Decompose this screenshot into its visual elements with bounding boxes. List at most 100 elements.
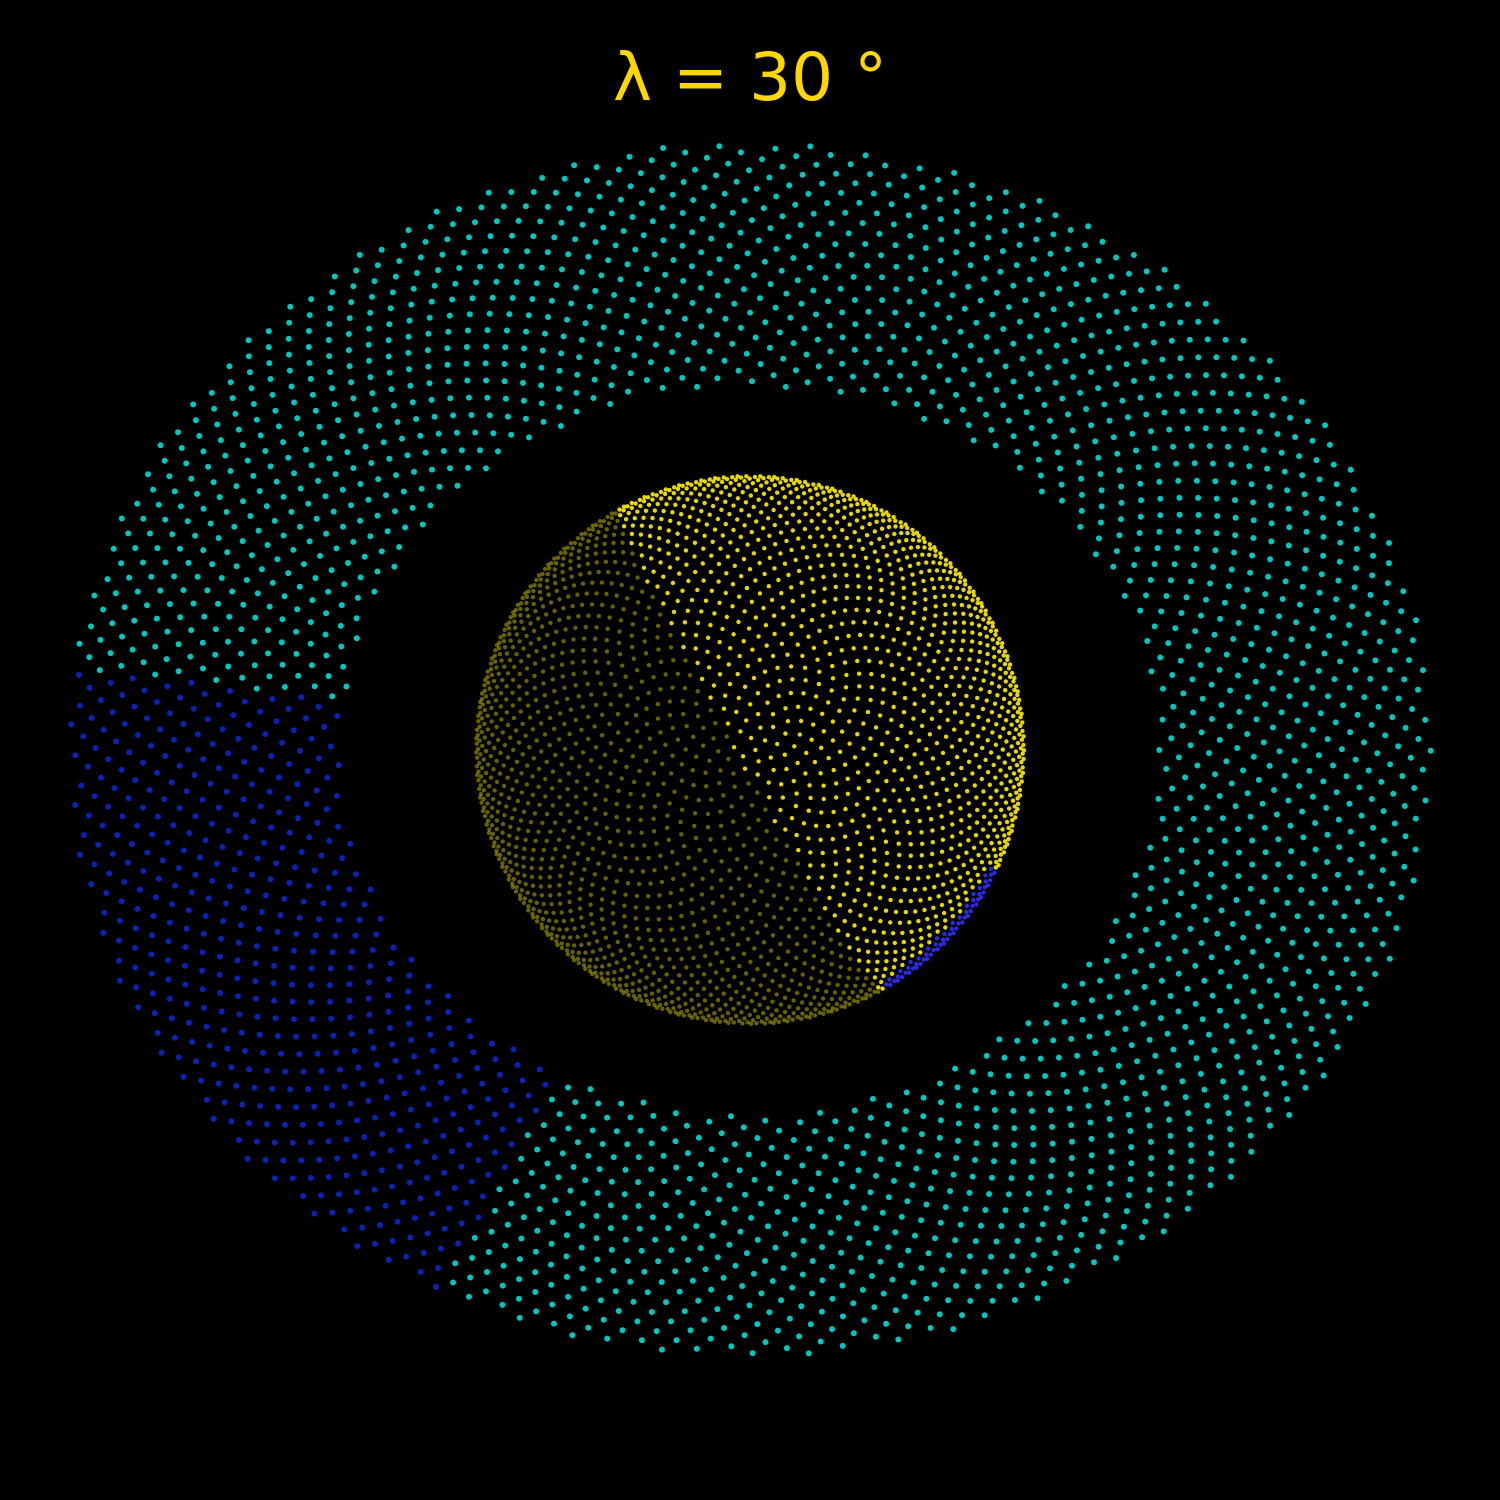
- planet-dot: [939, 640, 944, 645]
- planet-dot: [958, 830, 964, 835]
- ring-dot: [555, 1174, 562, 1181]
- ring-dot: [600, 324, 607, 331]
- ring-dot: [683, 1122, 690, 1129]
- ring-dot: [911, 360, 918, 367]
- ring-dot: [404, 452, 411, 459]
- planet-dot: [682, 685, 688, 691]
- ring-dot: [347, 1014, 354, 1021]
- planet-dot: [583, 670, 588, 675]
- ring-dot: [399, 435, 405, 442]
- planet-dot: [587, 964, 592, 969]
- ring-dot: [1265, 573, 1272, 580]
- planet-dot: [746, 826, 752, 831]
- planet-dot: [657, 525, 662, 531]
- ring-dot: [827, 152, 834, 158]
- planet-dot: [940, 585, 945, 590]
- ring-dot: [1353, 565, 1360, 572]
- planet-dot: [521, 646, 526, 651]
- ring-dot: [132, 964, 139, 971]
- ring-dot: [434, 1190, 441, 1197]
- planet-dot: [884, 533, 890, 539]
- planet-dot: [512, 807, 517, 812]
- ring-dot: [190, 705, 197, 712]
- planet-dot: [745, 663, 750, 669]
- planet-dot: [965, 870, 970, 876]
- ring-dot: [981, 275, 988, 282]
- ring-dot: [305, 882, 312, 889]
- ring-dot: [455, 1240, 461, 1247]
- planet-dot: [513, 844, 519, 850]
- planet-dot: [695, 587, 700, 593]
- planet-dot: [700, 906, 705, 911]
- ring-dot: [578, 269, 585, 275]
- planet-dot: [803, 678, 808, 683]
- planet-dot: [689, 491, 694, 496]
- ring-dot: [754, 1236, 761, 1243]
- ring-dot: [371, 278, 378, 285]
- ring-dot: [207, 780, 214, 787]
- ring-dot: [1368, 796, 1375, 802]
- planet-dot: [521, 900, 527, 906]
- ring-dot: [1204, 1102, 1211, 1109]
- planet-dot: [519, 659, 524, 664]
- planet-dot: [586, 941, 592, 946]
- ring-dot: [180, 720, 187, 727]
- ring-dot: [716, 256, 723, 263]
- planet-dot: [629, 531, 635, 537]
- ring-dot: [1095, 257, 1102, 264]
- planet-dot: [731, 527, 736, 533]
- planet-dot: [832, 990, 838, 995]
- planet-dot: [588, 912, 594, 917]
- planet-dot: [780, 605, 786, 610]
- planet-dot: [737, 594, 742, 599]
- planet-dot: [621, 508, 626, 513]
- ring-dot: [104, 576, 111, 583]
- ring-dot: [463, 360, 470, 367]
- ring-dot: [361, 1170, 368, 1177]
- planet-dot: [928, 952, 933, 957]
- planet-dot: [847, 719, 852, 724]
- planet-dot: [777, 678, 782, 684]
- planet-dot: [520, 752, 525, 757]
- planet-dot: [627, 830, 632, 835]
- ring-dot: [525, 1092, 532, 1099]
- planet-dot: [781, 622, 786, 627]
- ring-dot: [203, 1023, 210, 1030]
- ring-dot: [147, 530, 153, 537]
- ring-dot: [385, 1256, 392, 1263]
- planet-dot: [829, 688, 834, 693]
- planet-dot: [676, 496, 681, 501]
- planet-dot: [750, 1018, 756, 1023]
- planet-dot: [475, 755, 480, 760]
- planet-dot: [916, 738, 922, 743]
- ring-dot: [314, 1050, 321, 1057]
- ring-dot: [175, 641, 182, 648]
- ring-dot: [113, 738, 120, 745]
- planet-dot: [881, 930, 886, 935]
- planet-dot: [918, 950, 923, 955]
- ring-dot: [1238, 1069, 1245, 1076]
- ring-dot: [1202, 425, 1209, 432]
- planet-dot: [987, 782, 992, 787]
- planet-dot: [570, 603, 575, 609]
- planet-dot: [556, 837, 562, 842]
- ring-dot: [1170, 703, 1177, 710]
- planet-dot: [789, 816, 795, 821]
- ring-dot: [1301, 491, 1308, 498]
- ring-dot: [850, 1300, 857, 1307]
- ring-dot: [1107, 1132, 1114, 1139]
- planet-dot: [767, 795, 772, 800]
- ring-dot: [1318, 571, 1325, 578]
- planet-dot: [623, 674, 628, 679]
- ring-dot: [673, 1164, 680, 1171]
- ring-dot: [801, 325, 808, 332]
- planet-dot: [685, 497, 690, 502]
- ring-dot: [1157, 654, 1164, 661]
- planet-dot: [586, 613, 591, 618]
- ring-dot: [526, 434, 532, 441]
- ring-dot: [199, 949, 206, 956]
- ring-dot: [496, 1071, 503, 1078]
- ring-dot: [420, 1249, 427, 1256]
- ring-dot: [812, 1128, 818, 1135]
- ring-dot: [1193, 477, 1200, 484]
